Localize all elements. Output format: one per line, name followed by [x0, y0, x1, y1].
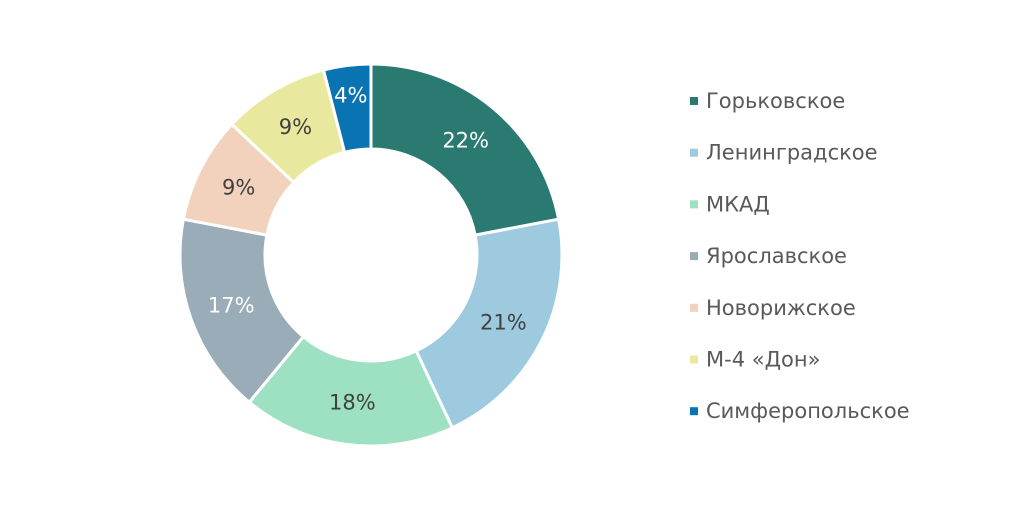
- legend-swatch-горьковское: [690, 97, 698, 105]
- legend-label-симферопольское: Симферопольское: [706, 399, 910, 423]
- slice-симферопольское: [321, 62, 373, 155]
- legend-label-мкад: МКАД: [706, 192, 770, 216]
- chart-legend: Горьковское Ленинградское МКАД Ярославское Н…: [690, 89, 910, 423]
- slice-label-ленинградское: 21%: [480, 310, 527, 334]
- donut-slices: [178, 62, 564, 448]
- legend-swatch-ленинградское: [690, 148, 698, 157]
- legend-label-ленинградское: Ленинградское: [706, 141, 878, 165]
- legend-label-новорижское: Новорижское: [706, 296, 856, 320]
- slice-label-новорижское: 9%: [222, 176, 255, 200]
- legend-swatch-новорижское: [690, 303, 698, 312]
- slice-label-горьковское: 22%: [442, 129, 489, 153]
- slice-label-симферопольское: 4%: [334, 83, 367, 107]
- donut-slice-labels: 22% 21% 18% 17% 9% 9% 4%: [208, 83, 527, 414]
- slice-ленинградское: [414, 217, 564, 430]
- legend-label-м-4-дон: М-4 «Дон»: [706, 348, 820, 372]
- legend-label-горьковское: Горьковское: [706, 89, 845, 113]
- legend-swatch-м-4-дон: [690, 355, 698, 364]
- legend-swatch-симферопольское: [690, 407, 698, 416]
- legend-swatch-ярославское: [690, 252, 698, 261]
- slice-горьковское: [369, 62, 561, 237]
- legend-label-ярославское: Ярославское: [706, 244, 847, 268]
- slice-label-мкад: 18%: [329, 390, 376, 414]
- slice-label-ярославское: 17%: [208, 293, 255, 317]
- slice-label-м-4-дон: 9%: [279, 115, 312, 139]
- legend-swatch-мкад: [690, 200, 698, 209]
- slice-мкад: [247, 334, 455, 448]
